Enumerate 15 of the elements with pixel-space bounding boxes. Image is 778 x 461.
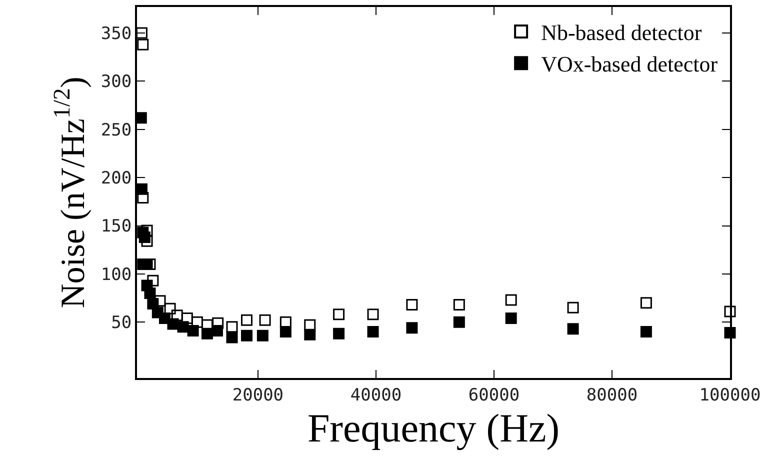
legend-label: Nb-based detector [541, 20, 702, 46]
legend-label: VOx-based detector [541, 52, 718, 77]
x-tick-label: 80000 [586, 385, 638, 406]
x-axis-title: Frequency (Hz) [307, 405, 560, 450]
y-tick-label: 250 [100, 120, 132, 140]
x-tick-label: 60000 [468, 385, 520, 406]
y-tick-label: 350 [100, 24, 132, 44]
x-tick-label: 40000 [350, 385, 402, 406]
y-tick-label: 100 [100, 264, 132, 285]
x-tick-label: 20000 [232, 385, 284, 406]
y-tick-label: 150 [100, 216, 132, 237]
y-tick-label: 200 [100, 168, 132, 189]
x-tick-label: 100000 [699, 385, 761, 406]
y-tick-label: 300 [100, 72, 132, 92]
y-tick-label: 50 [111, 313, 132, 334]
